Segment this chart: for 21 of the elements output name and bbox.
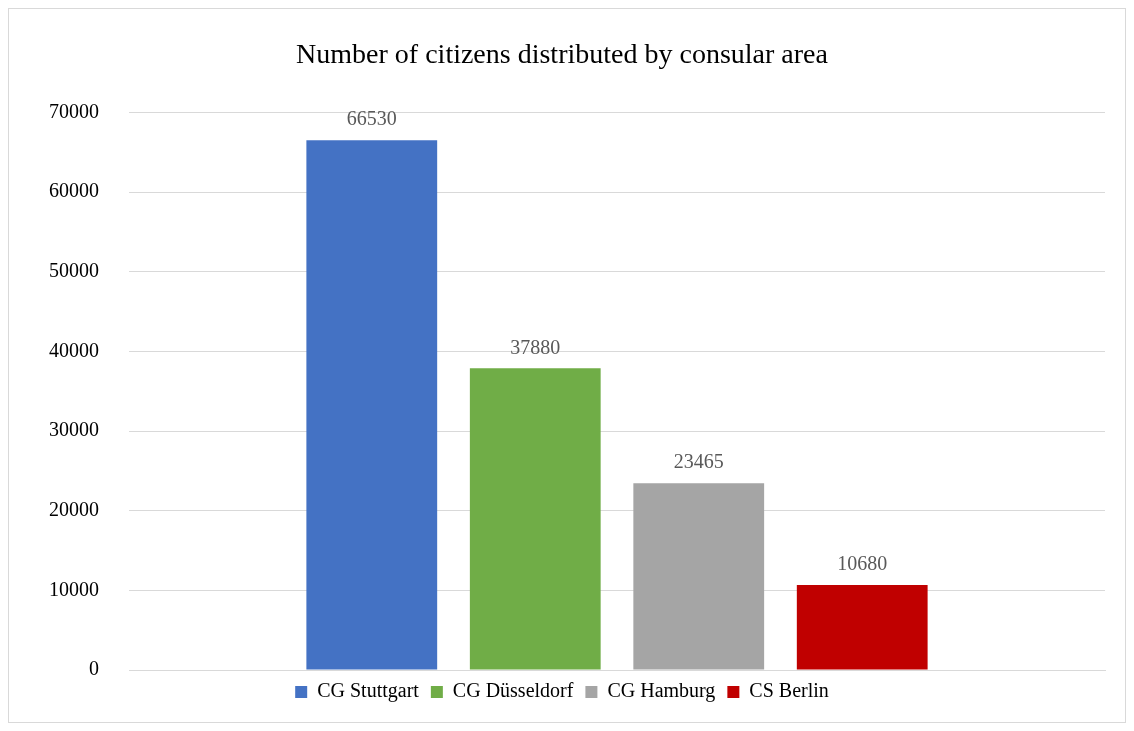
data-label: 66530: [346, 107, 397, 130]
legend-label: CS Berlin: [749, 679, 829, 702]
y-tick-label: 40000: [49, 338, 99, 361]
y-tick-label: 50000: [49, 259, 99, 282]
legend-label: CG Stuttgart: [317, 679, 420, 703]
bar: [796, 584, 928, 670]
data-label: 37880: [510, 335, 561, 358]
legend-label: CG Düsseldorf: [452, 679, 574, 702]
chart-title: Number of citizens distributed by consular area: [296, 38, 829, 70]
data-label: 23465: [673, 450, 724, 473]
bar: [633, 483, 765, 670]
data-label: 10680: [837, 552, 888, 575]
y-tick-label: 70000: [49, 99, 99, 122]
y-tick-label: 30000: [49, 418, 99, 441]
y-tick-label: 0: [89, 657, 99, 680]
legend-label: CG Hamburg: [607, 679, 716, 703]
y-tick-label: 10000: [49, 577, 99, 600]
bar: [469, 368, 601, 670]
y-tick-label: 60000: [49, 179, 99, 202]
bar: [306, 140, 438, 670]
y-tick-label: 20000: [49, 497, 99, 520]
